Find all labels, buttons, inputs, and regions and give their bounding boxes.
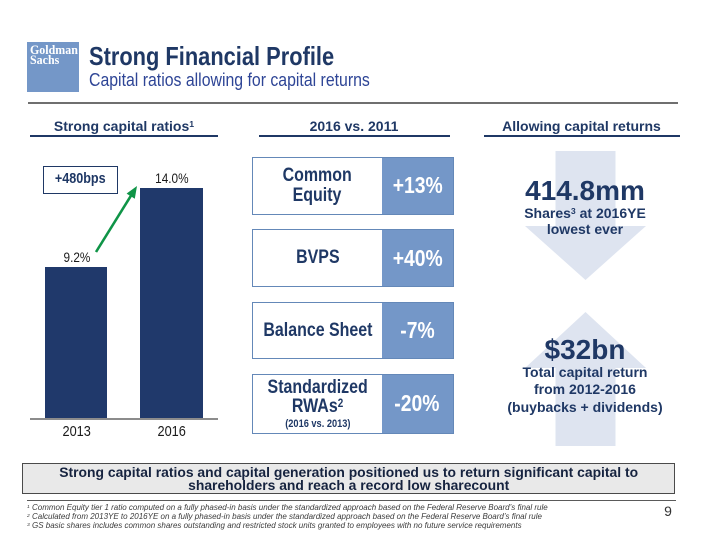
slide-subtitle-text: Capital ratios allowing for capital retu…	[89, 69, 370, 90]
footnote-marker: 1	[189, 119, 195, 130]
summary-banner-line2: shareholders and reach a record low shar…	[188, 477, 510, 494]
bar-value-label: 9.2%	[63, 249, 91, 266]
comparison-row-label: BVPS	[253, 230, 382, 286]
logo-line2: Sachs	[30, 51, 60, 67]
return-subtext-line: (buybacks + dividends)	[507, 398, 663, 415]
comparison-row: BVPS +40%	[252, 229, 454, 287]
comparison-row-label: Common Equity	[253, 157, 382, 214]
bar-2013	[44, 266, 108, 418]
bar-category-label: 2013	[62, 423, 91, 440]
goldman-sachs-logo-text: Goldman Sachs	[30, 42, 82, 67]
column-header-2016-vs-2011: 2016 vs. 2011	[258, 119, 450, 133]
slide-title-text: Strong Financial Profile	[89, 40, 335, 71]
header-divider	[28, 102, 678, 104]
bar-value-label: 14.0%	[154, 170, 189, 186]
column-header-capital-returns: Allowing capital returns	[483, 119, 680, 133]
column-header-underline-right	[483, 135, 680, 137]
logo-line1: Goldman	[30, 42, 78, 57]
column-header-underline-middle	[258, 135, 450, 137]
slide-subtitle: Capital ratios allowing for capital retu…	[89, 71, 408, 89]
comparison-row-value: +13%	[382, 157, 453, 214]
summary-banner-line1: Strong capital ratios and capital genera…	[59, 463, 639, 480]
footnote-divider	[27, 499, 676, 501]
shares-subtext-line1: Shares3 at 2016YE	[524, 204, 646, 221]
comparison-row-value: +40%	[382, 230, 453, 286]
return-subtext-line: Total capital return	[522, 364, 648, 381]
shares-subtext-line2: lowest ever	[546, 221, 624, 238]
slide-title: Strong Financial Profile	[89, 43, 381, 69]
column-header-text: Allowing capital returns	[502, 118, 661, 134]
bar-2016	[140, 188, 203, 418]
comparison-row-value: -7%	[382, 303, 453, 358]
summary-banner: Strong capital ratios and capital genera…	[22, 462, 675, 494]
shares-subtext: Shares3 at 2016YE lowest ever	[485, 205, 685, 238]
comparison-row-value: -20%	[382, 374, 453, 434]
summary-banner-text: Strong capital ratios and capital genera…	[23, 464, 674, 493]
comparison-row: Standardized RWAs2 (2016 vs. 2013) -20%	[252, 373, 454, 435]
goldman-sachs-logo: Goldman Sachs	[27, 42, 79, 92]
column-header-text: 2016 vs. 2011	[309, 118, 399, 134]
increase-arrow-icon	[94, 186, 137, 253]
return-subtext-line: from 2012-2016	[534, 381, 636, 398]
footnote: 1 Common Equity tier 1 ratio computed on…	[27, 503, 548, 512]
column-header-text: Strong capital ratios	[53, 118, 190, 134]
comparison-row-label: Standardized RWAs2 (2016 vs. 2013)	[253, 374, 382, 434]
shares-headline-text: 414.8mm	[525, 174, 645, 206]
footnote: 2 Calculated from 2013YE to 2016YE on a …	[27, 512, 542, 521]
footnote: 3 GS basic shares includes common shares…	[27, 521, 522, 530]
return-headline: $32bn	[485, 336, 685, 364]
bps-callout-box: +480bps	[43, 166, 118, 194]
column-header-capital-ratios: Strong capital ratios1	[30, 119, 218, 133]
page-number: 9	[664, 502, 672, 519]
bps-callout-label: +480bps	[55, 170, 106, 187]
return-subtext: Total capital return from 2012-2016 (buyba…	[485, 364, 685, 416]
column-header-underline-left	[30, 135, 218, 137]
footnote-marker: 3	[570, 205, 576, 216]
bar-category-label: 2016	[157, 423, 186, 440]
comparison-row: Balance Sheet -7%	[252, 302, 454, 359]
comparison-row-label: Balance Sheet	[253, 303, 382, 358]
chart-x-axis	[30, 418, 218, 420]
return-headline-text: $32bn	[544, 334, 626, 365]
footnotes: 1 Common Equity tier 1 ratio computed on…	[27, 503, 647, 530]
shares-headline: 414.8mm	[485, 174, 685, 206]
comparison-row: Common Equity +13%	[252, 156, 454, 215]
